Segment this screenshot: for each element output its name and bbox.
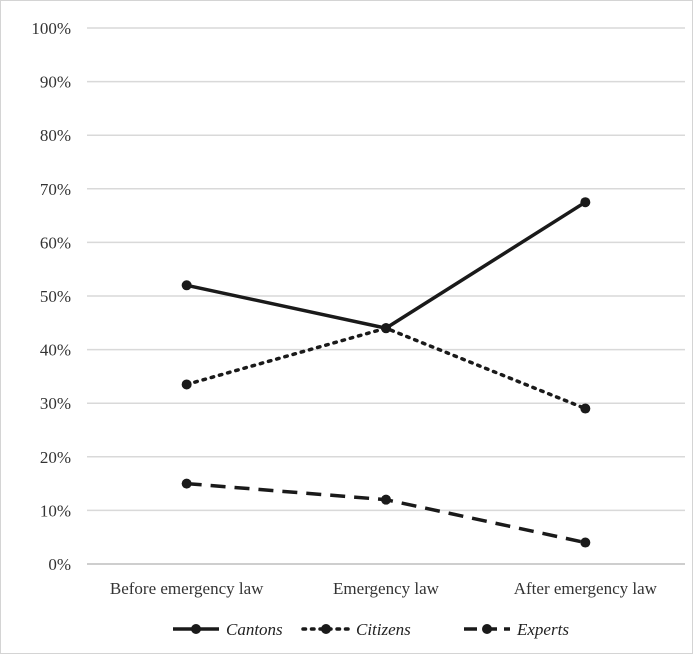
data-point-cantons bbox=[580, 197, 591, 208]
y-tick-label: 70% bbox=[40, 180, 71, 199]
x-tick-label: Before emergency law bbox=[110, 579, 264, 598]
series-line-citizens bbox=[184, 326, 588, 411]
y-tick-label: 80% bbox=[40, 126, 71, 145]
x-tick-label: Emergency law bbox=[333, 579, 440, 598]
data-point-experts bbox=[381, 494, 391, 505]
series-points bbox=[181, 197, 591, 548]
series-lines bbox=[184, 200, 588, 545]
data-point-experts bbox=[181, 478, 192, 489]
data-point-citizens bbox=[580, 403, 591, 414]
legend-label-citizens: Citizens bbox=[356, 620, 411, 639]
data-point-citizens bbox=[181, 379, 192, 390]
legend-marker-citizens bbox=[321, 624, 331, 634]
y-tick-label: 30% bbox=[40, 394, 71, 413]
y-tick-label: 0% bbox=[48, 555, 71, 574]
y-tick-label: 50% bbox=[40, 287, 71, 306]
y-tick-label: 90% bbox=[40, 73, 71, 92]
y-tick-label: 10% bbox=[40, 501, 71, 520]
legend-marker-experts bbox=[482, 624, 492, 634]
series-line-experts bbox=[186, 481, 586, 545]
y-axis-ticks: 0% 10% 20% 30% 40% 50% 60% 70% 80% 90% 100% bbox=[31, 19, 71, 574]
y-tick-label: 20% bbox=[40, 448, 71, 467]
y-tick-label: 60% bbox=[40, 233, 71, 252]
x-axis-ticks: Before emergency law Emergency law After e… bbox=[110, 579, 658, 598]
legend: Cantons Citizens Experts bbox=[173, 620, 569, 639]
y-tick-label: 100% bbox=[31, 19, 71, 38]
legend-marker-cantons bbox=[191, 624, 201, 634]
x-tick-label: After emergency law bbox=[514, 579, 658, 598]
legend-label-cantons: Cantons bbox=[226, 620, 283, 639]
series-line-cantons bbox=[186, 200, 587, 330]
gridlines bbox=[87, 27, 685, 565]
data-point-citizens bbox=[381, 323, 391, 334]
legend-label-experts: Experts bbox=[516, 620, 569, 639]
y-tick-label: 40% bbox=[40, 341, 71, 360]
data-point-experts bbox=[580, 537, 591, 548]
data-point-cantons bbox=[181, 280, 192, 291]
